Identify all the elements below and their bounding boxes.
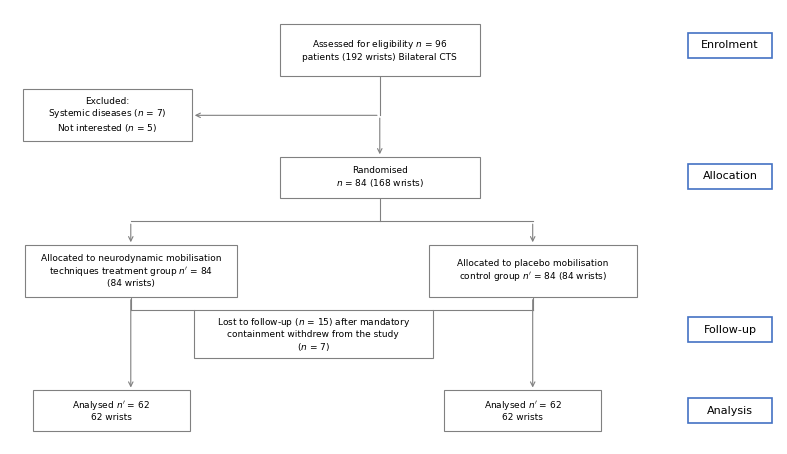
- FancyBboxPatch shape: [33, 390, 190, 431]
- FancyBboxPatch shape: [25, 245, 237, 297]
- Text: Excluded:
Systemic diseases ($n$ = 7)
Not interested ($n$ = 5): Excluded: Systemic diseases ($n$ = 7) No…: [48, 97, 167, 134]
- FancyBboxPatch shape: [24, 89, 192, 141]
- FancyBboxPatch shape: [429, 245, 637, 297]
- Text: Analysis: Analysis: [707, 406, 753, 416]
- FancyBboxPatch shape: [688, 164, 772, 189]
- FancyBboxPatch shape: [688, 399, 772, 423]
- Text: Enrolment: Enrolment: [701, 40, 759, 50]
- Text: Follow-up: Follow-up: [704, 325, 756, 335]
- FancyBboxPatch shape: [194, 311, 433, 358]
- FancyBboxPatch shape: [445, 390, 601, 431]
- Text: Analysed $n'$ = 62
62 wrists: Analysed $n'$ = 62 62 wrists: [484, 399, 562, 422]
- Text: Allocated to neurodynamic mobilisation
techniques treatment group $n'$ = 84
(84 : Allocated to neurodynamic mobilisation t…: [41, 254, 221, 288]
- Text: Randomised
$n$ = 84 (168 wrists): Randomised $n$ = 84 (168 wrists): [336, 166, 423, 189]
- Text: Lost to follow-up ($n$ = 15) after mandatory
containment withdrew from the study: Lost to follow-up ($n$ = 15) after manda…: [216, 316, 410, 353]
- FancyBboxPatch shape: [688, 33, 772, 58]
- FancyBboxPatch shape: [280, 24, 480, 76]
- Text: Allocation: Allocation: [703, 171, 757, 181]
- Text: Analysed $n'$ = 62
62 wrists: Analysed $n'$ = 62 62 wrists: [72, 399, 150, 422]
- FancyBboxPatch shape: [280, 157, 480, 197]
- Text: Assessed for eligibility $n$ = 96
patients (192 wrists) Bilateral CTS: Assessed for eligibility $n$ = 96 patien…: [302, 38, 457, 62]
- Text: Allocated to placebo mobilisation
control group $n'$ = 84 (84 wrists): Allocated to placebo mobilisation contro…: [457, 259, 608, 283]
- FancyBboxPatch shape: [688, 317, 772, 342]
